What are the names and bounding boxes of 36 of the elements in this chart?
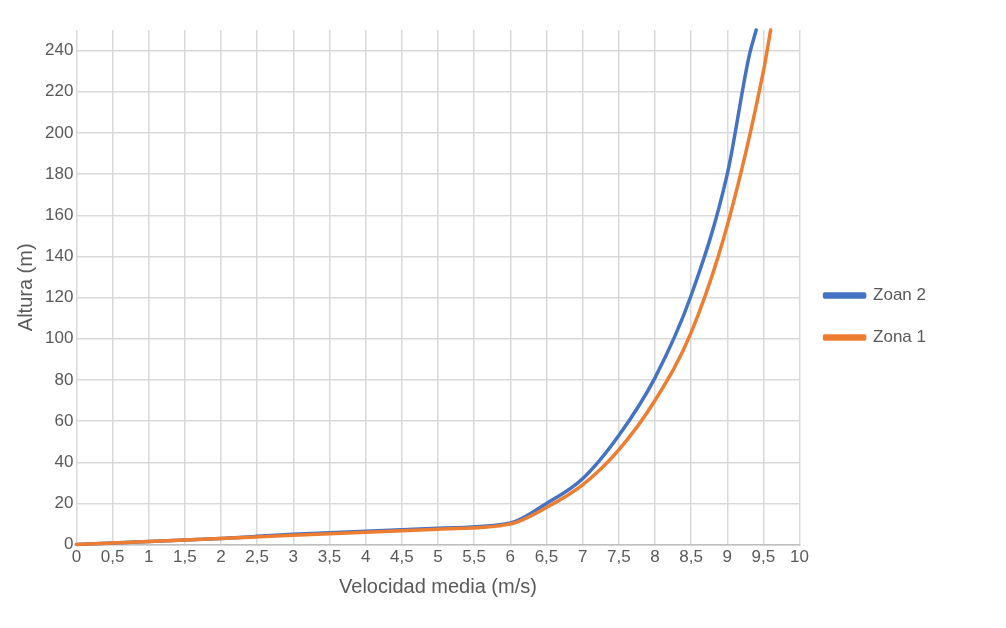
x-tick-label: 5 [433, 547, 443, 567]
y-axis-title: Altura (m) [13, 243, 36, 332]
x-tick-label: 5,5 [462, 547, 486, 567]
x-tick-label: 4 [360, 547, 371, 567]
y-tick-label: 40 [54, 451, 74, 471]
y-tick-label: 220 [44, 81, 74, 101]
y-tick-label: 140 [44, 246, 74, 266]
x-tick-label: 1 [143, 547, 154, 567]
x-tick-label: 3 [288, 547, 299, 567]
x-tick-label: 1,5 [173, 547, 197, 567]
y-tick-label: 80 [54, 369, 74, 389]
x-tick-label: 8,5 [679, 547, 703, 567]
y-tick-label: 240 [44, 40, 74, 60]
x-tick-label: 0,5 [100, 547, 125, 567]
x-tick-label: 4,5 [389, 547, 414, 567]
x-tick-label: 2 [216, 547, 226, 567]
x-tick-label: 7 [577, 547, 588, 567]
y-tick-label: 60 [54, 410, 74, 430]
x-tick-label: 8 [650, 547, 660, 567]
y-tick-label: 160 [44, 204, 74, 224]
y-tick-label: 200 [44, 122, 74, 142]
legend-label: Zoan 2 [873, 285, 927, 305]
x-tick-label: 7,5 [606, 547, 631, 567]
x-tick-label: 2,5 [245, 547, 269, 567]
x-tick-label: 6,5 [534, 547, 559, 567]
y-tick-label: 180 [44, 163, 74, 183]
y-tick-label: 120 [44, 287, 74, 307]
y-tick-label: 100 [44, 328, 74, 348]
x-tick-label: 6 [505, 547, 516, 567]
legend-label: Zona 1 [873, 327, 927, 347]
x-tick-label: 9 [722, 547, 732, 567]
x-tick-label: 9,5 [751, 547, 776, 567]
y-tick-label: 20 [54, 493, 74, 513]
x-axis-title: Velocidad media (m/s) [339, 574, 537, 597]
x-tick-label: 10 [790, 547, 810, 567]
x-tick-label: 3,5 [317, 547, 342, 567]
